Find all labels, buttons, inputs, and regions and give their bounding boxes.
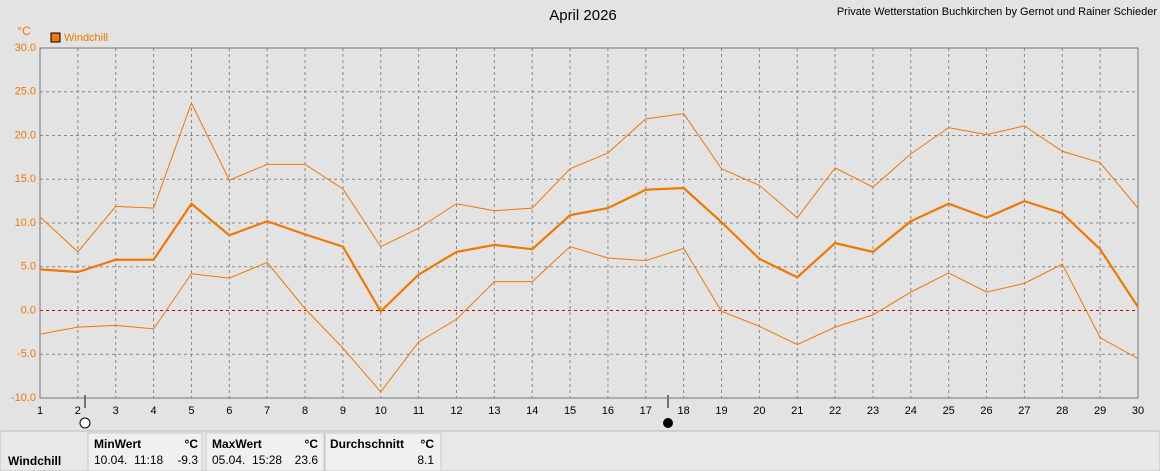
x-tick-label: 22: [829, 405, 841, 417]
cell-unit: °C: [305, 437, 319, 451]
x-tick-label: 9: [340, 405, 346, 417]
x-tick-label: 11: [413, 405, 424, 417]
cell: [324, 432, 442, 471]
legend-swatch: [50, 32, 61, 43]
x-tick-label: 4: [151, 405, 157, 417]
x-tick-label: 14: [526, 405, 538, 417]
x-tick-label: 12: [450, 405, 462, 417]
row-label: Windchill: [8, 454, 61, 468]
x-tick-label: 8: [302, 405, 308, 417]
x-tick-label: 20: [753, 405, 765, 417]
y-tick-label: -5.0: [17, 348, 36, 360]
moon-icon: [663, 418, 673, 428]
cell-value: -9.3: [177, 453, 198, 467]
x-tick-label: 16: [602, 405, 614, 417]
y-tick-label: 0.0: [21, 304, 36, 316]
cell: [205, 432, 325, 471]
cell-time: 10.04. 11:18: [94, 453, 163, 467]
y-tick-label: 10.0: [15, 217, 36, 229]
cell-header: MinWert: [94, 437, 141, 451]
x-tick-label: 29: [1094, 405, 1106, 417]
x-tick-label: 10: [375, 405, 387, 417]
series-line: [39, 101, 1139, 253]
x-tick-label: 27: [1018, 405, 1030, 417]
x-tick-label: 5: [188, 405, 194, 417]
x-tick-label: 24: [905, 405, 917, 417]
x-tick-label: 26: [980, 405, 992, 417]
x-tick-label: 7: [264, 405, 270, 417]
x-tick-label: 2: [75, 405, 81, 417]
chart-subtitle: Private Wetterstation Buchkirchen by Ger…: [837, 6, 1158, 18]
x-tick-label: 18: [678, 405, 690, 417]
y-tick-label: -10.0: [11, 392, 36, 404]
legend: Windchill: [50, 32, 108, 44]
cell-time: 05.04. 15:28: [212, 453, 282, 467]
x-tick-label: 3: [113, 405, 119, 417]
y-axis-label: °C: [17, 24, 31, 38]
moon-icon: [79, 417, 91, 429]
series-line: [39, 186, 1139, 314]
cell-header: MaxWert: [212, 437, 262, 451]
x-tick-label: 25: [943, 405, 955, 417]
plot-frame: [39, 47, 1139, 399]
y-tick-label: 25.0: [15, 86, 36, 98]
cell-header: Durchschnitt: [330, 437, 404, 451]
x-tick-label: 19: [715, 405, 727, 417]
y-tick-label: 30.0: [15, 42, 36, 54]
series-line: [39, 246, 1139, 393]
background: [0, 0, 1160, 431]
x-tick-label: 6: [226, 405, 232, 417]
cell-value: 23.6: [295, 453, 319, 467]
chart-title: April 2026: [549, 7, 617, 24]
cell: [87, 432, 203, 471]
x-tick-label: 13: [488, 405, 500, 417]
x-tick-label: 28: [1056, 405, 1068, 417]
x-tick-label: 30: [1132, 405, 1144, 417]
cell-value: 8.1: [417, 453, 434, 467]
x-tick-label: 17: [640, 405, 652, 417]
cell-unit: °C: [421, 437, 435, 451]
x-tick-label: 21: [791, 405, 803, 417]
y-tick-label: 5.0: [21, 261, 36, 273]
x-tick-label: 23: [867, 405, 879, 417]
cell-unit: °C: [185, 437, 199, 451]
x-tick-label: 15: [564, 405, 576, 417]
y-tick-label: 15.0: [15, 173, 36, 185]
x-tick-label: 1: [37, 405, 43, 417]
y-tick-label: 20.0: [15, 129, 36, 141]
legend-label: Windchill: [64, 32, 108, 44]
